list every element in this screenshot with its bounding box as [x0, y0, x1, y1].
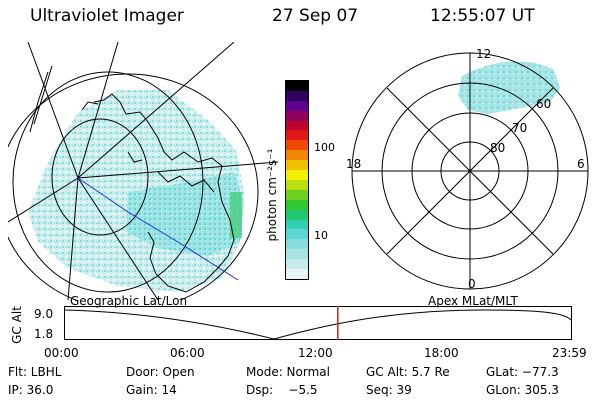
aurora-green-edge — [230, 192, 242, 238]
colorbar-swatch — [286, 140, 308, 151]
colorbar-swatch — [286, 80, 308, 91]
hour-label-0: 0 — [468, 277, 476, 291]
status-filter: Flt: LBHL — [8, 365, 62, 379]
colorbar-swatch — [286, 209, 308, 220]
colorbar-swatch — [286, 90, 308, 101]
geographic-map — [8, 42, 278, 300]
colorbar-swatch — [286, 160, 308, 171]
hour-label-12: 12 — [476, 47, 492, 61]
timeline-ytick-1-8: 1.8 — [34, 327, 54, 341]
status-glon: GLon: 305.3 — [486, 383, 559, 397]
status-ip: IP: 36.0 — [8, 383, 54, 397]
colorbar-swatch — [286, 219, 308, 230]
colorbar-swatch — [286, 120, 308, 131]
date-label: 27 Sep 07 — [272, 6, 359, 26]
altitude-timeline — [64, 306, 572, 340]
lat-label-70: 70 — [512, 121, 528, 135]
colorbar-swatch — [286, 249, 308, 260]
timeline-xtick-2359: 23:59 — [552, 346, 587, 360]
colorbar-swatch — [286, 229, 308, 240]
apex-caption: Apex MLat/MLT — [428, 294, 518, 308]
timeline-ytick-9: 9.0 — [34, 307, 54, 321]
status-glat: GLat: −77.3 — [486, 365, 559, 379]
polar-aurora-region — [458, 61, 560, 114]
hour-label-6: 6 — [577, 157, 585, 171]
colorbar-swatch — [286, 179, 308, 190]
status-gc-alt: GC Alt: 5.7 Re — [366, 365, 450, 379]
instrument-title: Ultraviolet Imager — [30, 6, 184, 26]
colorbar-swatch — [286, 259, 308, 270]
coastline — [29, 65, 235, 293]
colorbar-tick-100: 100 — [314, 141, 335, 154]
aurora-bright-band — [126, 172, 244, 256]
polar-mlt-plot — [351, 52, 589, 290]
lat-label-80: 80 — [490, 141, 506, 155]
colorbar-unit-label: photon cm⁻²s⁻¹ — [265, 148, 279, 242]
colorbar-swatch — [286, 170, 308, 180]
colorbar-swatch — [286, 269, 308, 279]
colorbar-swatch — [286, 110, 308, 121]
lat-label-60: 60 — [536, 97, 552, 111]
time-label: 12:55:07 UT — [430, 6, 535, 26]
status-door: Door: Open — [126, 365, 195, 379]
colorbar-swatch — [286, 130, 308, 141]
status-mode: Mode: Normal — [246, 365, 330, 379]
colorbar-tick-10: 10 — [314, 229, 328, 242]
timeline-xtick-0600: 06:00 — [170, 346, 205, 360]
colorbar-swatch — [286, 150, 308, 161]
altitude-curve — [64, 309, 572, 340]
hour-label-18: 18 — [346, 157, 362, 171]
colorbar-swatch — [286, 199, 308, 210]
timeline-xtick-0000: 00:00 — [44, 346, 79, 360]
timeline-ylabel: GC Alt — [10, 306, 24, 344]
timeline-xtick-1800: 18:00 — [424, 346, 459, 360]
colorbar-swatch — [286, 239, 308, 250]
colorbar-swatch — [286, 189, 308, 200]
status-dsp: Dsp: −5.5 — [246, 383, 318, 397]
status-gain: Gain: 14 — [126, 383, 177, 397]
geographic-caption: Geographic Lat/Lon — [70, 294, 188, 308]
status-seq: Seq: 39 — [366, 383, 412, 397]
colorbar — [285, 80, 309, 280]
timeline-xtick-1200: 12:00 — [298, 346, 333, 360]
colorbar-swatch — [286, 100, 308, 111]
